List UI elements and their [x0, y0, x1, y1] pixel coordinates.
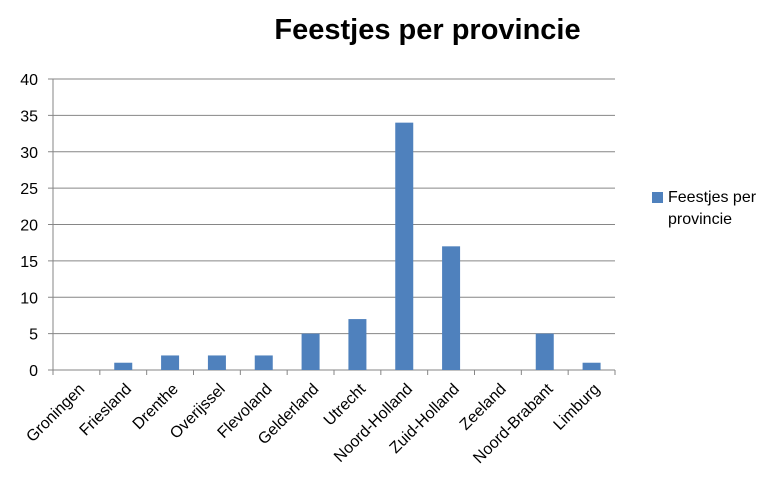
- y-tick-label: 0: [29, 363, 38, 380]
- y-tick-label: 40: [20, 72, 38, 89]
- bar-utrecht: [348, 319, 367, 370]
- y-tick-label: 20: [20, 218, 38, 235]
- x-tick-label: Noord-Brabant: [470, 380, 557, 467]
- y-tick-label: 25: [20, 181, 38, 198]
- legend-swatch: [652, 192, 663, 203]
- x-tick-label: Friesland: [77, 381, 136, 440]
- x-tick-label: Groningen: [23, 381, 88, 446]
- legend: Feestjes per provincie: [652, 187, 773, 231]
- y-tick-label: 15: [20, 254, 38, 271]
- y-tick-label: 5: [29, 327, 38, 344]
- bar-limburg: [582, 362, 601, 370]
- y-tick-label: 10: [20, 290, 38, 307]
- bar-drenthe: [161, 355, 180, 370]
- bar-overijssel: [207, 355, 226, 370]
- bar-gelderland: [301, 333, 320, 370]
- bar-noord-holland: [395, 122, 414, 371]
- chart-title: Feestjes per provincie: [274, 14, 581, 46]
- bar-flevoland: [254, 355, 273, 370]
- bar-friesland: [114, 362, 133, 370]
- bar-noord-brabant: [535, 333, 554, 370]
- bar-zuid-holland: [442, 246, 461, 370]
- legend-label: Feestjes per provincie: [668, 189, 757, 228]
- y-tick-label: 30: [20, 145, 38, 162]
- y-tick-label: 35: [20, 108, 38, 125]
- x-tick-label: Limburg: [551, 381, 604, 434]
